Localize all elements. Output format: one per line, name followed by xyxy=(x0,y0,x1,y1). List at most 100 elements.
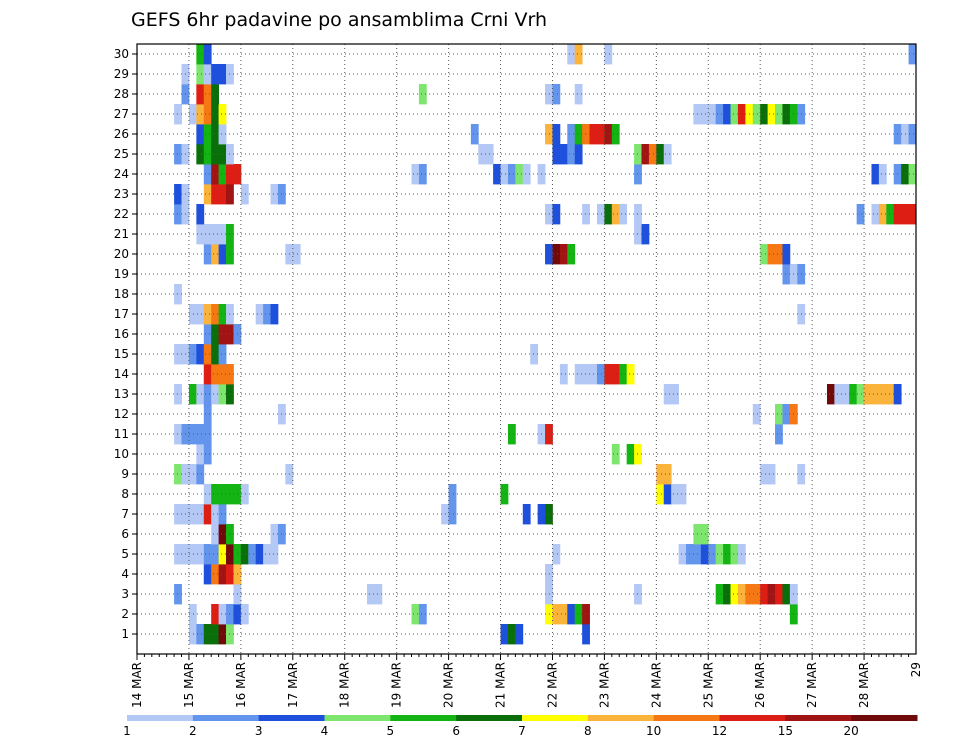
heatmap-cell xyxy=(545,604,553,625)
heatmap-cell xyxy=(545,124,553,145)
heatmap-cell xyxy=(211,564,220,585)
grid-lines xyxy=(137,44,916,654)
colorbar-label: 5 xyxy=(387,724,395,738)
heatmap-cell xyxy=(270,184,279,205)
heatmap-cell xyxy=(656,144,665,165)
heatmap-cell xyxy=(203,144,212,165)
heatmap-cell xyxy=(619,204,628,225)
heatmap-cell xyxy=(211,304,220,325)
heatmap-cell xyxy=(767,104,776,125)
heatmap-cell xyxy=(174,204,182,225)
heatmap-cell xyxy=(478,144,487,165)
y-tick-label: 21 xyxy=(114,227,129,241)
heatmap-cell xyxy=(448,484,457,505)
heatmap-cell xyxy=(218,604,227,625)
heatmap-cell xyxy=(174,104,182,125)
y-tick-label: 1 xyxy=(121,627,129,641)
heatmap-cell xyxy=(552,204,561,225)
y-tick-label: 16 xyxy=(114,327,129,341)
heatmap-cell xyxy=(270,304,279,325)
colorbar-label: 15 xyxy=(778,724,793,738)
heatmap-cell xyxy=(211,104,220,125)
y-tick-label: 7 xyxy=(121,507,129,521)
heatmap-cell xyxy=(270,524,279,545)
heatmap-cell xyxy=(211,544,220,565)
heatmap-cell xyxy=(174,144,182,165)
heatmap-cell xyxy=(203,224,212,245)
heatmap-cell xyxy=(604,124,613,145)
heatmap-cell xyxy=(626,444,635,465)
colorbar-segment xyxy=(324,715,391,721)
heatmap-cell xyxy=(203,44,212,65)
heatmap-cell xyxy=(507,164,516,185)
heatmap-cell xyxy=(507,424,516,445)
heatmap-cell xyxy=(507,624,516,645)
heatmap-cell xyxy=(218,524,227,545)
heatmap-cell xyxy=(826,384,835,405)
heatmap-cell xyxy=(211,164,220,185)
heatmap-cell xyxy=(760,584,769,605)
heatmap-cell xyxy=(188,424,197,445)
heatmap-cell xyxy=(188,384,197,405)
y-tick-label: 14 xyxy=(114,367,129,381)
x-tick-label: 24 MAR xyxy=(649,662,663,708)
y-tick-label: 11 xyxy=(114,427,129,441)
heatmap-cell xyxy=(174,464,182,485)
heatmap-cell xyxy=(559,364,568,385)
colorbar-segment xyxy=(851,715,918,721)
heatmap-cell xyxy=(218,484,227,505)
colorbar-segment xyxy=(390,715,457,721)
heatmap-cell xyxy=(174,424,182,445)
heatmap-cell xyxy=(240,184,249,205)
heatmap-cell xyxy=(174,284,182,305)
x-tick-label: 16 MAR xyxy=(234,662,248,708)
y-tick-label: 8 xyxy=(121,487,129,501)
y-tick-label: 26 xyxy=(114,127,129,141)
heatmap-cell xyxy=(567,144,576,165)
y-tick-label: 10 xyxy=(114,447,129,461)
heatmap-cell xyxy=(552,604,561,625)
heatmap-cell xyxy=(218,624,227,645)
chart-title: GEFS 6hr padavine po ansamblima Crni Vrh xyxy=(131,9,547,31)
heatmap-cell xyxy=(760,464,769,485)
heatmap-cell xyxy=(188,464,197,485)
colorbar-segment xyxy=(785,715,852,721)
heatmap-cell xyxy=(203,484,212,505)
x-tick-label: 18 MAR xyxy=(338,662,352,708)
heatmap-cell xyxy=(196,144,205,165)
heatmap-cell xyxy=(752,584,761,605)
heatmap-cell xyxy=(218,324,227,345)
heatmap-cell xyxy=(908,164,917,185)
heatmap-cell xyxy=(211,524,220,545)
heatmap-cell xyxy=(203,164,212,185)
heatmap-cell xyxy=(834,384,843,405)
heatmap-cell xyxy=(678,544,687,565)
heatmap-cell xyxy=(552,144,561,165)
colorbar-label: 6 xyxy=(452,724,460,738)
x-tick-label: 20 MAR xyxy=(442,662,456,708)
heatmap-cell xyxy=(730,544,739,565)
heatmap-cell xyxy=(760,104,769,125)
heatmap-cell xyxy=(196,544,205,565)
heatmap-cell xyxy=(211,244,220,265)
heatmap-cell xyxy=(174,184,182,205)
heatmap-cell xyxy=(203,304,212,325)
heatmap-cell xyxy=(188,304,197,325)
y-tick-label: 2 xyxy=(121,607,129,621)
heatmap-cell xyxy=(218,244,227,265)
heatmap-cell xyxy=(203,344,212,365)
y-tick-label: 29 xyxy=(114,67,129,81)
heatmap-cell xyxy=(211,184,220,205)
heatmap-cell xyxy=(552,544,561,565)
x-tick-label: 22 MAR xyxy=(545,662,559,708)
heatmap-cell xyxy=(782,104,791,125)
y-tick-label: 13 xyxy=(114,387,129,401)
x-tick-label: 27 MAR xyxy=(805,662,819,708)
x-tick-label: 29 xyxy=(909,662,923,677)
heatmap-cell xyxy=(374,584,383,605)
y-tick-label: 28 xyxy=(114,87,129,101)
heatmap-cell xyxy=(240,544,249,565)
heatmap-cell xyxy=(782,244,791,265)
heatmap-cell xyxy=(218,304,227,325)
heatmap-cell xyxy=(545,584,553,605)
